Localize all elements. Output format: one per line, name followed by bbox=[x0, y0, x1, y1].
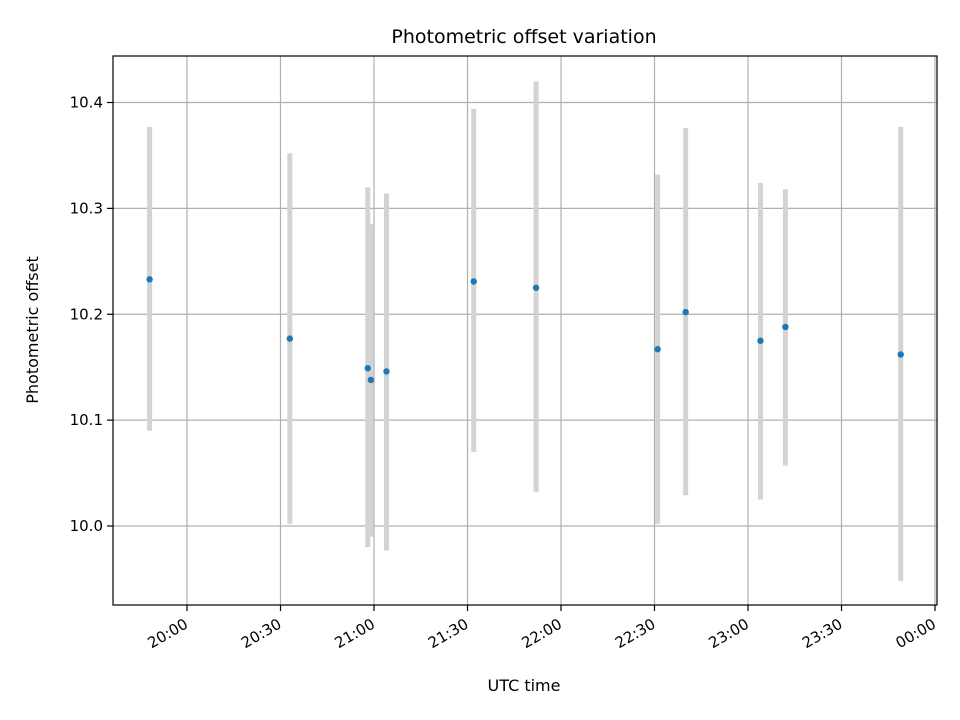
data-point bbox=[364, 365, 371, 372]
data-point bbox=[654, 345, 661, 353]
plot-frame bbox=[112, 55, 938, 606]
data-point bbox=[383, 368, 390, 375]
data-point bbox=[367, 376, 375, 384]
data-point bbox=[682, 308, 689, 316]
y-axis-ticks: 10.0 10.1 10.2 10.3 10.4 bbox=[70, 94, 113, 535]
grid bbox=[113, 56, 937, 605]
y-tick-label: 10.3 bbox=[70, 199, 103, 217]
y-tick-label: 10.1 bbox=[70, 411, 103, 429]
data-point bbox=[532, 284, 540, 291]
y-tick-label: 10.0 bbox=[70, 517, 103, 535]
data-point bbox=[470, 278, 477, 285]
y-tick-label: 10.4 bbox=[70, 94, 103, 112]
data-point bbox=[757, 337, 764, 344]
data-point bbox=[897, 351, 904, 358]
chart-title: Photometric offset variation bbox=[391, 26, 656, 48]
data-point bbox=[146, 276, 153, 283]
data-point bbox=[782, 323, 789, 331]
x-axis-label: UTC time bbox=[488, 676, 561, 695]
data-point bbox=[286, 335, 294, 342]
data-points bbox=[146, 276, 904, 384]
y-axis-label: Photometric offset bbox=[23, 256, 42, 404]
y-tick-label: 10.2 bbox=[70, 305, 103, 323]
